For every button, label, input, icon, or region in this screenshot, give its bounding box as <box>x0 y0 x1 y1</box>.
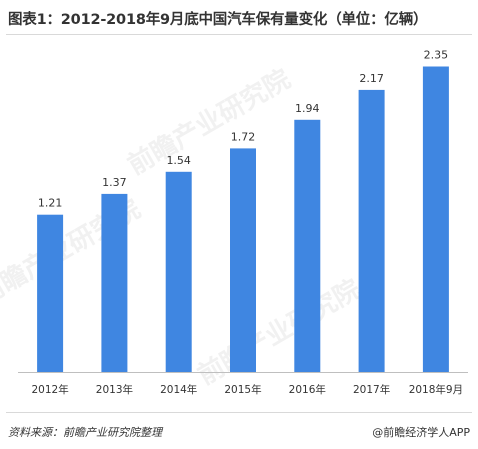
bar-4 <box>294 119 321 372</box>
x-tick-label-5: 2017年 <box>353 383 390 396</box>
bar-1 <box>101 193 128 372</box>
x-tick-label-0: 2012年 <box>31 383 68 396</box>
x-tick-label-1: 2013年 <box>96 383 133 396</box>
bar-6 <box>422 66 449 372</box>
x-tick-label-3: 2015年 <box>224 383 261 396</box>
title-divider <box>6 34 472 35</box>
data-label-1: 1.37 <box>102 176 127 189</box>
data-label-2: 1.54 <box>166 154 191 167</box>
chart-title: 图表1：2012-2018年9月底中国汽车保有量变化（单位：亿辆） <box>8 12 428 28</box>
bar-2 <box>165 171 192 372</box>
x-tick-label-4: 2016年 <box>289 383 326 396</box>
data-label-5: 2.17 <box>359 72 384 85</box>
bar-5 <box>358 89 385 373</box>
bar-0 <box>37 214 64 372</box>
data-label-3: 1.72 <box>231 130 256 143</box>
credit-note: @前瞻经济学人APP <box>372 426 470 439</box>
data-label-6: 2.35 <box>424 49 449 62</box>
x-tick-label-6: 2018年9月 <box>409 383 463 396</box>
x-tick-label-2: 2014年 <box>160 383 197 396</box>
footer-divider <box>6 412 472 413</box>
source-note: 资料来源：前瞻产业研究院整理 <box>8 426 162 439</box>
data-label-0: 1.21 <box>38 197 63 210</box>
bar-3 <box>230 148 256 372</box>
data-label-4: 1.94 <box>295 102 320 115</box>
